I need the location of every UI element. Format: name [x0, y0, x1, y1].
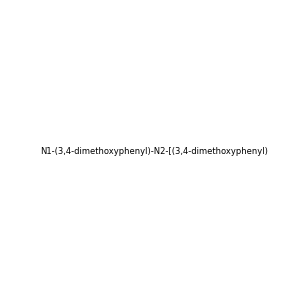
Text: N1-(3,4-dimethoxyphenyl)-N2-[(3,4-dimethoxyphenyl): N1-(3,4-dimethoxyphenyl)-N2-[(3,4-dimeth…	[40, 147, 268, 156]
